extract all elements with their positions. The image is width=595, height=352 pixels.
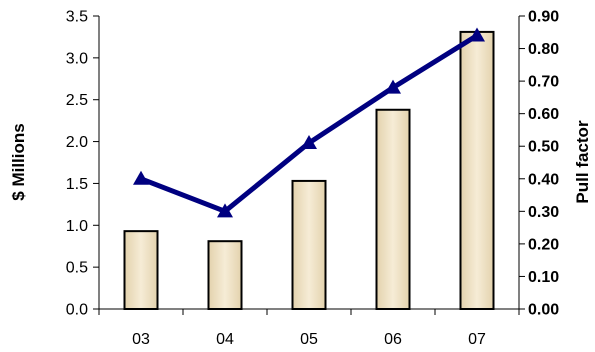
axes xyxy=(98,16,520,310)
x-tick-label: 03 xyxy=(132,331,150,348)
right-tick-label: 0.40 xyxy=(528,171,559,188)
right-tick-label: 0.30 xyxy=(528,204,559,221)
left-tick-label: 3.0 xyxy=(66,50,88,67)
pull-factor-marker-03 xyxy=(133,170,149,185)
pull-factor-marker-04 xyxy=(217,203,233,218)
x-axis-ticks: 03 04 05 06 07 xyxy=(98,309,520,348)
left-tick-label: 1.5 xyxy=(66,176,88,193)
bar-05 xyxy=(291,179,327,310)
right-tick-label: 0.00 xyxy=(528,302,559,319)
right-tick-label: 0.20 xyxy=(528,236,559,253)
right-tick-label: 0.80 xyxy=(528,41,559,58)
x-tick-label: 04 xyxy=(216,331,234,348)
pull-factor-marker-06 xyxy=(385,79,401,94)
left-tick-label: 1.0 xyxy=(66,218,88,235)
pull-factor-series xyxy=(133,27,485,218)
right-tick-label: 0.60 xyxy=(528,106,559,123)
right-axis-title: Pull factor xyxy=(573,120,592,204)
bar-06 xyxy=(375,108,411,311)
x-tick-label: 06 xyxy=(384,331,402,348)
left-tick-label: 0.5 xyxy=(66,260,88,277)
left-tick-label: 2.5 xyxy=(66,92,88,109)
bar-03 xyxy=(123,230,159,311)
right-tick-label: 0.10 xyxy=(528,269,559,286)
pull-factor-marker-07 xyxy=(469,27,485,42)
x-tick-label: 07 xyxy=(468,331,486,348)
right-axis-ticks: 0.00 0.10 0.20 0.30 0.40 0.50 0.60 0.70 0.80 0.90 xyxy=(519,9,559,319)
bar-04 xyxy=(207,240,243,310)
right-tick-label: 0.50 xyxy=(528,139,559,156)
left-tick-label: 3.5 xyxy=(66,9,88,26)
right-tick-label: 0.70 xyxy=(528,74,559,91)
left-tick-label: 2.0 xyxy=(66,134,88,151)
left-axis-title: $ Millions xyxy=(9,123,28,200)
pull-factor-marker-05 xyxy=(301,134,317,149)
bar-07 xyxy=(459,30,495,311)
x-tick-label: 05 xyxy=(300,331,318,348)
right-tick-label: 0.90 xyxy=(528,9,559,26)
left-tick-label: 0.0 xyxy=(66,302,88,319)
left-axis-ticks: 0.0 0.5 1.0 1.5 2.0 2.5 3.0 3.5 xyxy=(66,9,99,319)
bar-series xyxy=(123,30,495,311)
